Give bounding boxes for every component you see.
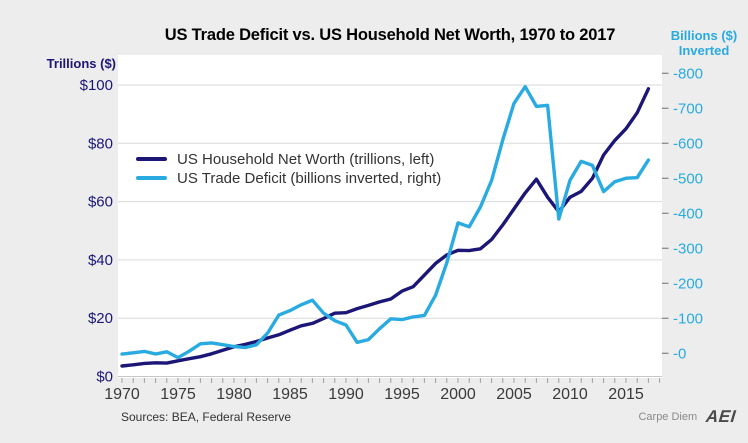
- left-axis-tick-label: $0: [96, 369, 113, 386]
- legend-label-trade-deficit: US Trade Deficit (billions inverted, rig…: [177, 169, 442, 187]
- right-axis-title: Billions ($) Inverted: [660, 28, 748, 58]
- plot-background: [118, 55, 662, 378]
- chart-title: US Trade Deficit vs. US Household Net Wo…: [164, 26, 616, 44]
- legend-item-net-worth: US Household Net Worth (trillions, left): [136, 150, 441, 168]
- right-axis-tick-label: -200: [673, 275, 703, 292]
- x-axis-label: 1970: [104, 386, 140, 403]
- x-axis-label: 2000: [440, 386, 476, 403]
- right-axis-tick-label: -300: [673, 240, 703, 257]
- x-axis-label: 1975: [160, 386, 196, 403]
- legend: US Household Net Worth (trillions, left)…: [136, 150, 441, 187]
- left-axis-tick-label: $20: [88, 310, 113, 327]
- legend-item-trade-deficit: US Trade Deficit (billions inverted, rig…: [136, 169, 441, 187]
- branding: Carpe Diem AEI: [638, 407, 738, 426]
- left-axis-title: Trillions ($): [46, 56, 116, 71]
- right-axis-tick-label: -100: [673, 310, 703, 327]
- right-axis-tick-label: -700: [673, 100, 703, 117]
- carpe-diem-watermark: Carpe Diem: [638, 411, 698, 423]
- left-axis-tick-label: $80: [88, 135, 113, 152]
- right-axis-tick-label: -0: [673, 345, 686, 362]
- right-axis-title-line1: Billions ($): [670, 28, 738, 43]
- trade-deficit-line: [120, 84, 651, 360]
- x-axis-label: 1985: [272, 386, 308, 403]
- source-note: Sources: BEA, Federal Reserve: [121, 410, 292, 424]
- aei-logo: AEI: [705, 407, 738, 426]
- x-axis-label: 2005: [496, 386, 532, 403]
- right-axis-title-line2: Inverted: [678, 43, 730, 58]
- left-axis-tick-label: $60: [88, 194, 113, 211]
- x-axis-label: 1995: [384, 386, 420, 403]
- trade-deficit-line-swatch: [136, 176, 167, 180]
- right-axis-tick-label: -600: [673, 135, 703, 152]
- right-axis-tick-label: -400: [673, 205, 703, 222]
- right-axis-tick-label: -800: [673, 65, 703, 82]
- x-axis-label: 2015: [608, 386, 644, 403]
- x-axis-label: 1990: [328, 386, 364, 403]
- left-axis-tick-label: $100: [80, 77, 113, 94]
- left-axis-tick-label: $40: [88, 252, 113, 269]
- right-axis-tick-label: -500: [673, 170, 703, 187]
- net-worth-line-swatch: [136, 157, 167, 161]
- x-axis-label: 2010: [552, 386, 588, 403]
- legend-label-net-worth: US Household Net Worth (trillions, left): [177, 150, 435, 168]
- x-axis-label: 1980: [216, 386, 252, 403]
